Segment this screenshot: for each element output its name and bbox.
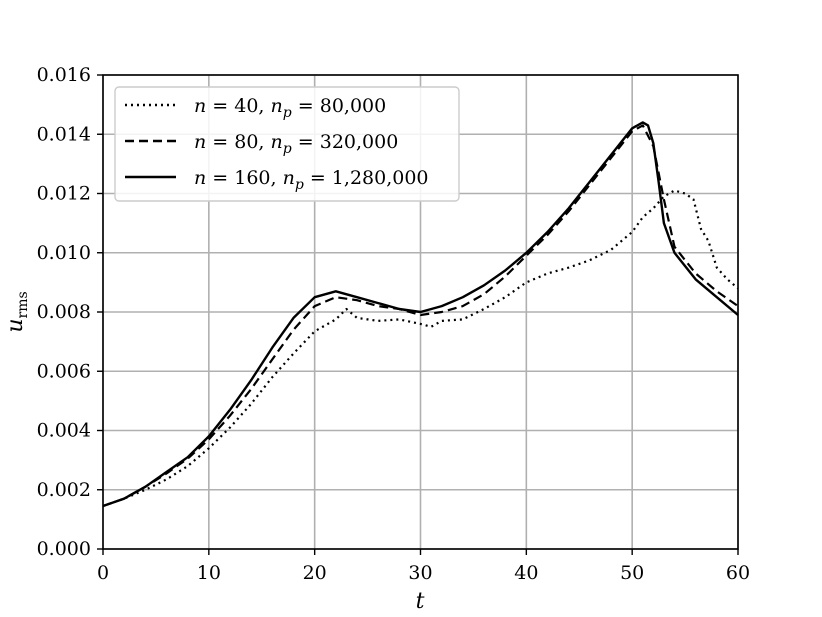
x-tick-label: 30 [408,562,432,584]
y-tick-label: 0.010 [37,242,91,264]
y-tick-label: 0.002 [37,479,91,501]
legend-box [114,86,460,202]
series-line-3 [102,121,739,508]
y-tick-label: 0.000 [37,538,91,560]
series-line-2 [102,124,739,508]
x-tick-label: 0 [97,562,109,584]
x-tick-label: 40 [514,562,538,584]
y-tick-label: 0.016 [37,64,91,86]
y-tick-label: 0.006 [37,360,91,382]
x-tick-label: 60 [726,562,750,584]
y-axis-label-symbol: u [3,318,28,332]
legend: n = 40, np = 80,000 n = 80, np = 320,000 n… [114,86,460,202]
series-lines [102,121,739,508]
legend-label-2: n = 80, np = 320,000 [194,131,398,157]
y-tick-label: 0.012 [37,183,91,205]
y-tick-label: 0.008 [37,301,91,323]
x-axis-label: t [416,589,425,614]
y-tick-label: 0.014 [37,123,91,145]
y-tick-label: 0.004 [37,420,91,442]
x-tick-label: 10 [197,562,221,584]
legend-label-3: n = 160, np = 1,280,000 [194,167,429,193]
y-axis-label-subscript: rms [15,291,31,318]
legend-label-1: n = 40, np = 80,000 [194,95,386,121]
y-axis-label: urms [3,291,31,332]
x-tick-label: 20 [303,562,327,584]
x-tick-label: 50 [620,562,644,584]
axis-ticks: 0 10 20 30 40 50 60 0.000 0.002 0.004 0.006 0.008 0.… [37,64,751,584]
svg-text:urms: urms [3,291,31,332]
